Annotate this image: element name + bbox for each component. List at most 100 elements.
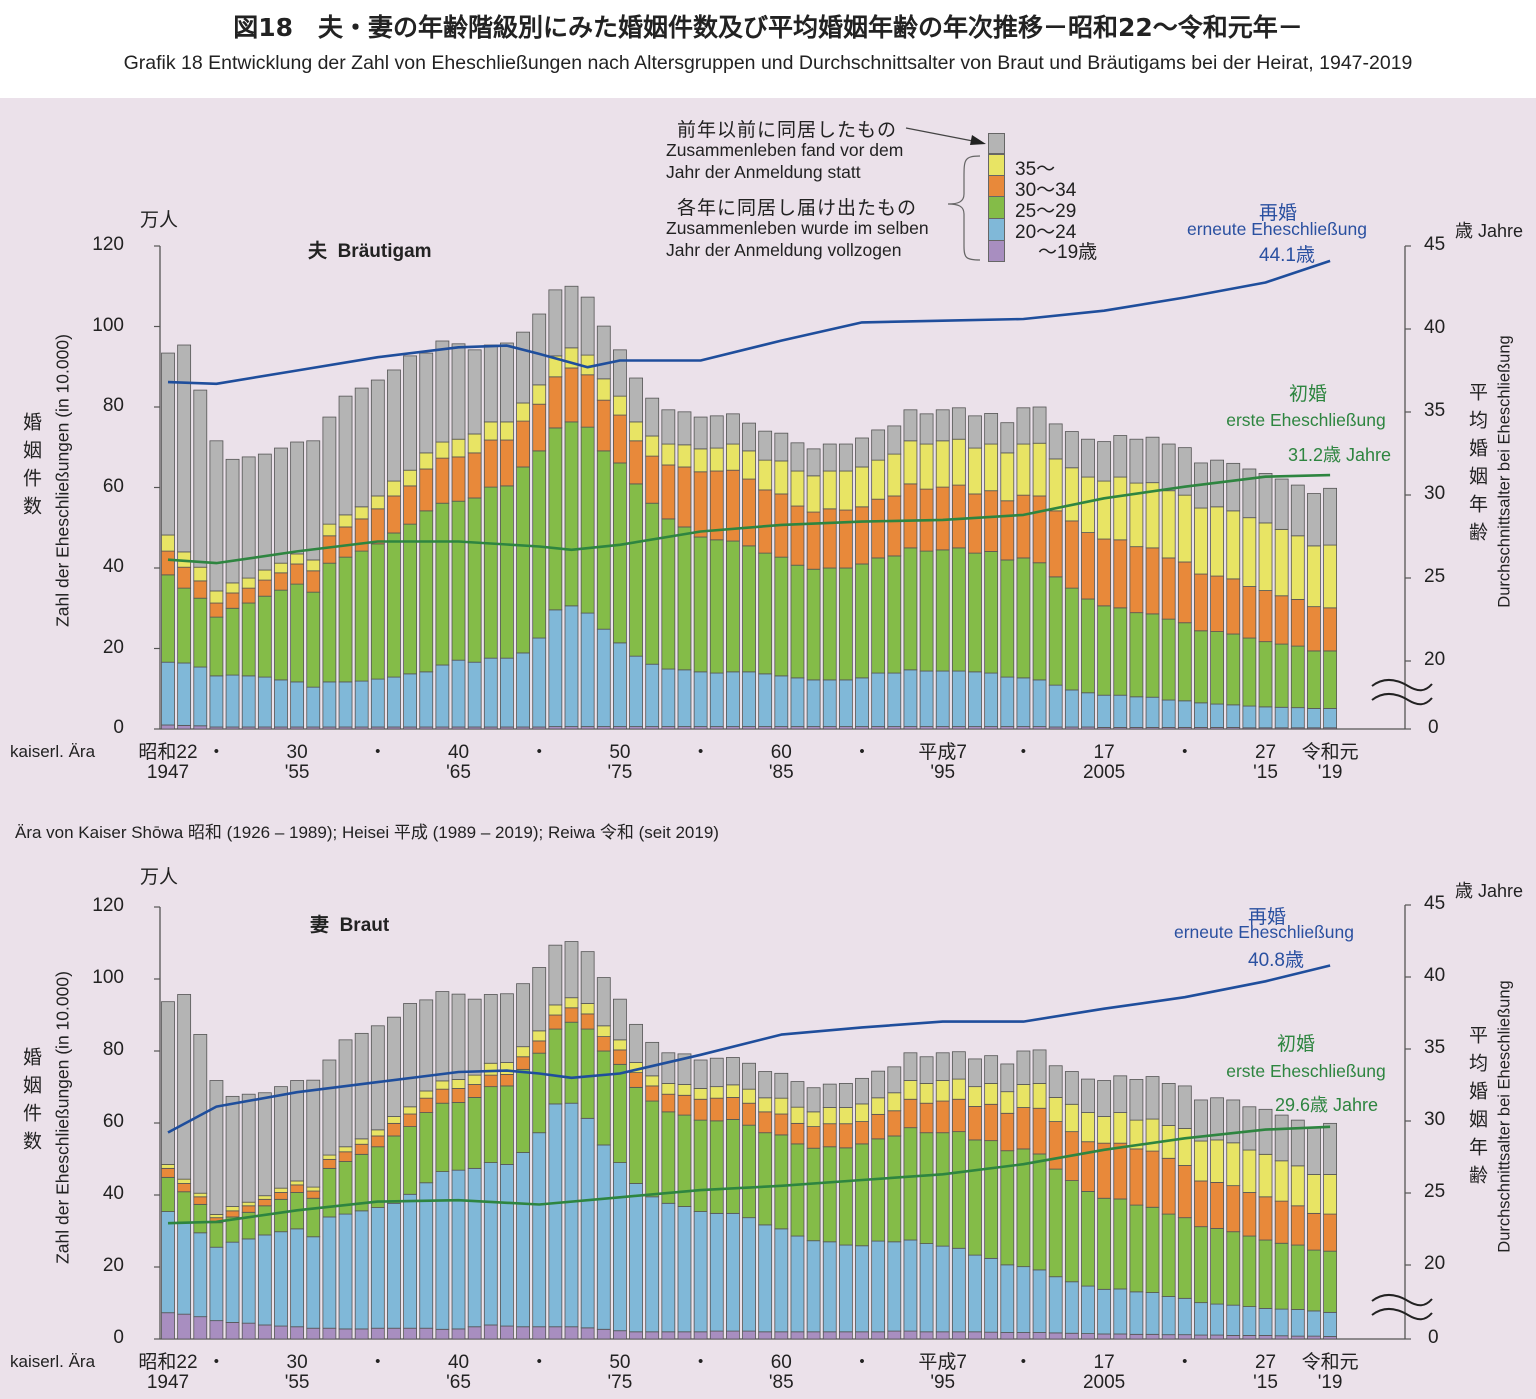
bottom-bar-segment-2010-s4 [1177,1128,1192,1166]
bottom-bar-segment-1968-s4 [500,1062,514,1075]
bottom-bar-segment-1977-s5 [645,1041,660,1077]
bottom-bar-segment-2014-s4 [1242,1149,1257,1193]
top-bar-segment-2014-s3 [1242,586,1257,639]
bottom-x-tick-year: '19 [1317,1372,1343,1393]
top-left-tick-label: 60 [102,475,124,497]
bottom-bar-segment-1997-s5 [968,1058,982,1088]
top-bar-segment-2005-s5 [1097,441,1112,482]
bottom-y2-unit: 歳 Jahre [1455,881,1524,901]
top-bar-segment-1948-s3 [177,566,192,589]
top-bar-segment-1950-s2 [209,616,224,677]
top-bar-segment-1957-s5 [322,416,337,525]
top-bar-segment-1953-s5 [257,453,272,571]
bottom-bar-segment-1980-s1 [693,1211,708,1333]
top-bar-segment-1955-s3 [290,563,305,585]
bottom-bar-segment-2013-s5 [1226,1099,1241,1144]
bottom-bar-segment-1965-s5 [451,993,466,1080]
bottom-bar-segment-1982-s5 [726,1057,740,1086]
top-bar-segment-2011-s3 [1194,573,1208,632]
bottom-bar-segment-1948-s2 [177,1191,192,1223]
bottom-panel-label: 妻 Braut [310,910,389,937]
bottom-bar-segment-1979-s1 [677,1206,692,1333]
bottom-bar-segment-2000-s0 [1016,1332,1031,1340]
bottom-bar-segment-1968-s3 [500,1074,514,1087]
top-bar-segment-1998-s3 [984,490,999,552]
legend-cohabited-same-de-1: Zusammenleben wurde im selben [666,218,929,238]
top-bar-segment-2001-s2 [1032,562,1047,681]
top-bar-segment-1952-s2 [241,602,256,677]
top-bar-segment-1981-s1 [709,672,724,727]
top-bar-segment-1990-s1 [855,677,869,727]
top-bar-segment-2019-s2 [1323,650,1337,709]
bottom-bar-segment-1963-s2 [419,1112,434,1184]
bottom-bar-segment-1964-s1 [435,1171,450,1330]
top-bar-segment-2018-s3 [1307,606,1321,652]
top-remarriage-label-de: erneute Eheschließung [1187,219,1367,239]
top-y2label-de: Durchschnittsalter bei Eheschließung [1495,335,1514,608]
top-x-tick-year: '55 [284,762,310,783]
bottom-bar-segment-1968-s5 [500,993,514,1063]
top-x-tick-year: 2005 [1082,762,1126,783]
top-bar-segment-1971-s5 [548,289,563,357]
bottom-x-era-prefix: kaiserl. Ära [10,1352,96,1371]
top-bar-segment-1983-s2 [742,545,756,673]
top-bar-segment-1968-s2 [500,485,514,659]
top-bar-segment-1976-s5 [629,377,643,423]
bottom-bar-segment-2005-s4 [1097,1116,1112,1144]
legend-label-35-plus: 35～ [1015,159,1056,180]
bottom-bar-segment-1978-s5 [661,1052,676,1084]
bottom-bar-segment-2012-s4 [1210,1139,1224,1183]
bottom-bar-segment-1980-s5 [693,1059,708,1089]
top-bar-segment-1984-s4 [758,459,773,491]
top-y2-unit: 歳 Jahre [1455,221,1524,241]
bottom-bar-segment-2008-s3 [1145,1150,1160,1208]
bottom-bar-segment-2008-s4 [1145,1118,1160,1152]
bottom-bar-segment-1996-s4 [951,1078,966,1100]
bottom-right-tick-label: 30 [1424,1109,1446,1130]
bottom-bar-segment-1988-s1 [822,1241,837,1333]
top-bar-segment-2017-s4 [1290,535,1305,600]
bottom-bar-segment-2007-s2 [1129,1204,1144,1293]
bottom-bar-segment-1971-s3 [548,1014,563,1030]
top-bar-segment-1997-s1 [968,671,982,727]
bottom-bar-segment-1999-s0 [1000,1332,1015,1340]
bottom-bar-segment-1990-s5 [855,1077,869,1105]
bottom-x-tick-era: ・ [206,1352,226,1373]
bottom-bar-segment-2002-s5 [1048,1065,1063,1098]
bottom-bar-segment-1949-s3 [193,1196,208,1205]
top-bar-segment-1989-s4 [838,470,853,511]
top-bar-segment-1948-s1 [177,662,192,726]
top-bar-segment-1990-s3 [855,506,869,565]
top-bar-segment-1955-s5 [290,441,305,555]
top-remarriage-label-ja: 再婚 [1258,203,1297,224]
bottom-bar-segment-2015-s3 [1258,1196,1273,1241]
top-bar-segment-1961-s3 [387,495,401,534]
bottom-bar-segment-1972-s2 [564,1021,579,1104]
top-bar-segment-2014-s4 [1242,517,1257,587]
top-bar-segment-1983-s4 [742,450,756,480]
bottom-bar-segment-1982-s0 [726,1330,740,1340]
bottom-right-tick-label: 40 [1424,965,1446,986]
top-bar-segment-2007-s2 [1129,612,1144,698]
legend-cohabited-before-de-1: Zusammenleben fand vor dem [666,140,904,160]
top-bar-segment-1979-s2 [677,526,692,671]
bottom-bar-segment-1987-s4 [806,1111,821,1127]
top-bar-segment-1950-s3 [209,602,224,618]
top-bar-segment-1995-s5 [935,409,950,442]
top-bar-segment-1999-s1 [1000,676,1015,727]
bottom-bar-segment-2004-s5 [1081,1078,1095,1113]
top-x-tick-era: 17 [1093,742,1115,763]
top-line-remarriage [167,259,1331,386]
bottom-bar-segment-1950-s1 [209,1246,224,1322]
bottom-bar-segment-1954-s3 [274,1192,288,1200]
top-bar-segment-2017-s5 [1290,484,1305,537]
bottom-bar-segment-1948-s3 [177,1183,192,1193]
bottom-bar-segment-1984-s5 [758,1071,773,1099]
top-bar-segment-1991-s5 [871,429,886,461]
top-bar-segment-1962-s4 [403,469,418,487]
top-bar-segment-2004-s4 [1081,476,1095,533]
top-bar-segment-1949-s5 [193,389,208,568]
top-bar-segment-1981-s2 [709,539,724,674]
top-bar-segment-2006-s5 [1113,435,1128,478]
top-x-tick-era: 40 [447,742,470,763]
